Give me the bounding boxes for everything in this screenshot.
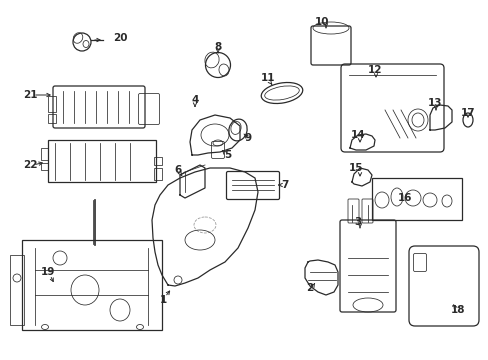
Text: 11: 11 [260,73,275,83]
Text: 9: 9 [244,133,251,143]
Text: 15: 15 [348,163,363,173]
Text: 3: 3 [354,217,361,227]
Text: 4: 4 [191,95,198,105]
Text: 8: 8 [214,42,221,52]
Text: 18: 18 [450,305,464,315]
Text: 10: 10 [314,17,328,27]
Text: 1: 1 [159,295,166,305]
Text: 22: 22 [23,160,37,170]
Text: 12: 12 [367,65,382,75]
Text: 17: 17 [460,108,474,118]
Text: 19: 19 [41,267,55,277]
Text: 20: 20 [113,33,127,43]
Text: 21: 21 [23,90,37,100]
Text: 5: 5 [224,150,231,160]
Text: 16: 16 [397,193,411,203]
Text: 7: 7 [281,180,288,190]
Text: 2: 2 [306,283,313,293]
Text: 13: 13 [427,98,441,108]
Text: 6: 6 [174,165,181,175]
Text: 14: 14 [350,130,365,140]
